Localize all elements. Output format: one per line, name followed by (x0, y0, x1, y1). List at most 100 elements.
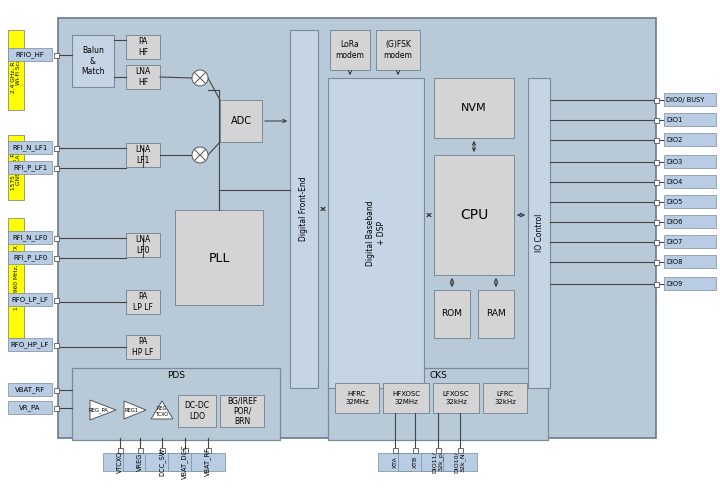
Bar (664, 113, 716, 126)
Bar (8, 231, 52, 244)
Bar (654, 159, 659, 164)
Bar (654, 137, 659, 142)
Bar (528, 78, 550, 388)
Text: LoRa
modem: LoRa modem (336, 40, 364, 60)
Text: DCC_SW: DCC_SW (158, 448, 166, 476)
Bar (434, 78, 514, 138)
Text: (G)FSK
modem: (G)FSK modem (384, 40, 413, 60)
Bar (654, 180, 659, 185)
Bar (8, 30, 24, 110)
Bar (53, 145, 58, 150)
Bar (123, 453, 157, 471)
Text: RFIO_HF: RFIO_HF (16, 52, 45, 58)
Text: VBAT_RF: VBAT_RF (15, 387, 45, 393)
Text: Balun
&
Match: Balun & Match (81, 46, 104, 76)
Bar (398, 453, 432, 471)
Polygon shape (124, 401, 146, 419)
Text: DIO2: DIO2 (666, 137, 683, 143)
Text: ROM: ROM (441, 309, 462, 318)
Text: REG
TCXO: REG TCXO (156, 406, 168, 417)
Bar (160, 448, 164, 453)
Text: RFI_N_LF0: RFI_N_LF0 (12, 234, 48, 241)
Bar (8, 338, 52, 351)
Text: DIO8: DIO8 (666, 259, 683, 265)
Bar (654, 239, 659, 244)
Text: HFXOSC
32MHz: HFXOSC 32MHz (392, 391, 420, 404)
Text: BG/IREF
POR/
BRN: BG/IREF POR/ BRN (227, 396, 257, 426)
Text: LFXOSC
32kHz: LFXOSC 32kHz (443, 391, 469, 404)
Bar (654, 200, 659, 205)
Bar (664, 133, 716, 146)
Circle shape (192, 147, 208, 163)
Bar (8, 48, 52, 61)
Bar (433, 383, 479, 413)
Text: PA
HP LF: PA HP LF (132, 338, 153, 357)
Bar (53, 52, 58, 57)
Text: DIO4: DIO4 (666, 179, 683, 185)
Text: PLL: PLL (208, 252, 230, 265)
Bar (478, 290, 514, 338)
Text: RFI_P_LF1: RFI_P_LF1 (13, 164, 47, 172)
Bar (413, 448, 418, 453)
Bar (330, 30, 370, 70)
Bar (126, 233, 160, 257)
Bar (53, 297, 58, 302)
Bar (126, 290, 160, 314)
Text: DC-DC
LDO: DC-DC LDO (184, 401, 210, 421)
Bar (191, 453, 225, 471)
Text: DIO1: DIO1 (666, 117, 683, 123)
Text: VBAT_DCC: VBAT_DCC (181, 445, 189, 479)
Text: DIO11/
32k_p: DIO11/ 32k_p (432, 451, 444, 473)
Bar (664, 255, 716, 268)
Text: XTA: XTA (392, 456, 397, 468)
Bar (443, 453, 477, 471)
Bar (664, 93, 716, 106)
Text: LFRC
32kHz: LFRC 32kHz (494, 391, 516, 404)
Bar (483, 383, 527, 413)
Bar (53, 343, 58, 348)
Text: REG_PA: REG_PA (89, 407, 109, 413)
Text: Digital Front-End: Digital Front-End (300, 177, 308, 241)
Polygon shape (151, 401, 173, 419)
Text: Digital Baseband
+ DSP: Digital Baseband + DSP (366, 200, 386, 266)
Text: LNA
HF: LNA HF (135, 67, 150, 87)
Bar (72, 368, 280, 440)
Text: PA
LP LF: PA LP LF (133, 292, 153, 312)
Bar (53, 235, 58, 240)
Bar (126, 335, 160, 359)
Bar (436, 448, 441, 453)
Text: RFO_HP_LF: RFO_HP_LF (11, 342, 49, 349)
Bar (126, 143, 160, 167)
Text: NVM: NVM (462, 103, 487, 113)
Text: VREG: VREG (137, 453, 143, 471)
Bar (138, 448, 143, 453)
Bar (654, 219, 659, 224)
Text: PDS: PDS (167, 371, 185, 379)
Bar (434, 155, 514, 275)
Text: RFI_P_LF0: RFI_P_LF0 (13, 255, 47, 262)
Bar (182, 448, 187, 453)
Bar (220, 100, 262, 142)
Bar (175, 210, 263, 305)
Bar (220, 395, 264, 427)
Bar (664, 215, 716, 228)
Circle shape (192, 70, 208, 86)
Bar (53, 165, 58, 171)
Text: 1575 MHz, RX,
GNSS SCAN: 1575 MHz, RX, GNSS SCAN (11, 146, 22, 190)
Text: REG1: REG1 (125, 407, 138, 412)
Text: DIO6: DIO6 (666, 219, 683, 225)
Text: RAM: RAM (486, 309, 506, 318)
Text: IO Control: IO Control (534, 214, 544, 252)
Text: VR_PA: VR_PA (19, 404, 41, 411)
Bar (145, 453, 179, 471)
Bar (126, 35, 160, 59)
Bar (8, 218, 24, 338)
Bar (434, 290, 470, 338)
Bar (53, 256, 58, 261)
Polygon shape (90, 400, 116, 420)
Bar (8, 293, 52, 306)
Bar (53, 387, 58, 392)
Text: DIO0/ BUSY: DIO0/ BUSY (666, 97, 704, 103)
Text: CKS: CKS (429, 371, 447, 379)
Bar (654, 282, 659, 287)
